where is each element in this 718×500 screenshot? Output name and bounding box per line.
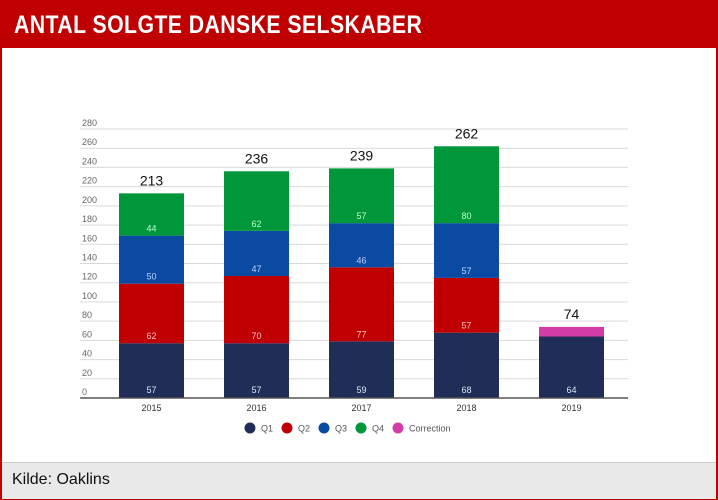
x-tick-label: 2017 [351,403,371,413]
bar-segment-q4 [434,146,499,224]
total-label: 262 [455,125,479,141]
bar-segment-q3 [119,235,184,284]
source-label: Kilde: Oaklins [12,471,110,488]
header: ANTAL SOLGTE DANSKE SELSKABER [2,2,716,48]
y-tick-label: 0 [82,387,87,397]
y-tick-label: 200 [82,195,97,205]
footer: Kilde: Oaklins [2,462,716,499]
data-label: 57 [461,321,471,331]
bar-segment-q3 [224,230,289,276]
bar-segment-q1 [119,343,184,398]
data-label: 57 [356,211,366,221]
y-tick-label: 140 [82,253,97,263]
legend-label: Q2 [298,424,310,434]
data-label: 50 [146,272,156,282]
legend-marker-q2 [281,422,293,434]
bar-segment-q2 [119,283,184,344]
bar-segment-q1 [329,341,394,398]
data-label: 68 [461,385,471,395]
y-tick-label: 120 [82,272,97,282]
x-tick-label: 2019 [561,403,581,413]
x-tick-label: 2018 [456,403,476,413]
bar-segment-q2 [224,275,289,344]
data-label: 80 [461,211,471,221]
data-label: 62 [251,219,261,229]
data-label: 77 [356,329,366,339]
y-tick-label: 20 [82,368,92,378]
y-tick-label: 280 [82,118,97,128]
y-tick-label: 220 [82,176,97,186]
data-label: 57 [461,266,471,276]
bar-segment-q1 [224,343,289,398]
bar-segment-q3 [329,223,394,268]
bar-segment-q1 [434,332,499,398]
y-tick-label: 100 [82,291,97,301]
x-tick-label: 2015 [141,403,161,413]
y-tick-label: 40 [82,349,92,359]
bar-segment-q1 [539,336,604,398]
y-tick-label: 260 [82,137,97,147]
legend-label: Correction [409,424,451,434]
data-label: 44 [146,224,156,234]
bar-segment-q4 [329,168,394,224]
data-label: 47 [251,264,261,274]
y-tick-label: 80 [82,310,92,320]
data-label: 64 [566,385,576,395]
legend-label: Q1 [261,424,273,434]
bar-segment-q3 [434,223,499,278]
legend-label: Q3 [335,424,347,434]
page-title: ANTAL SOLGTE DANSKE SELSKABER [14,11,423,39]
y-tick-label: 240 [82,156,97,166]
total-label: 239 [350,147,374,163]
legend-marker-q4 [355,422,367,434]
data-label: 70 [251,331,261,341]
data-label: 57 [146,385,156,395]
bar-segment-q4 [224,171,289,231]
data-label: 57 [251,385,261,395]
total-label: 236 [245,150,269,166]
y-tick-label: 160 [82,233,97,243]
total-label: 74 [564,306,580,322]
legend-marker-q3 [318,422,330,434]
y-tick-label: 60 [82,329,92,339]
stacked-bar-chart: 0 20 40 60 80 100 120 140 160 180 200 220 240 260 280 5… [80,118,628,434]
legend-marker-q1 [244,422,256,434]
y-tick-label: 180 [82,214,97,224]
bar-segment-q2 [434,277,499,333]
bar-segment-q2 [329,267,394,342]
legend-marker-correction [392,422,404,434]
legend-label: Q4 [372,424,384,434]
data-label: 62 [146,331,156,341]
total-label: 213 [140,172,164,188]
bar-segment-q4 [119,193,184,236]
x-tick-label: 2016 [246,403,266,413]
data-label: 46 [356,255,366,265]
bar-segment-correction [539,326,604,337]
data-label: 59 [356,385,366,395]
